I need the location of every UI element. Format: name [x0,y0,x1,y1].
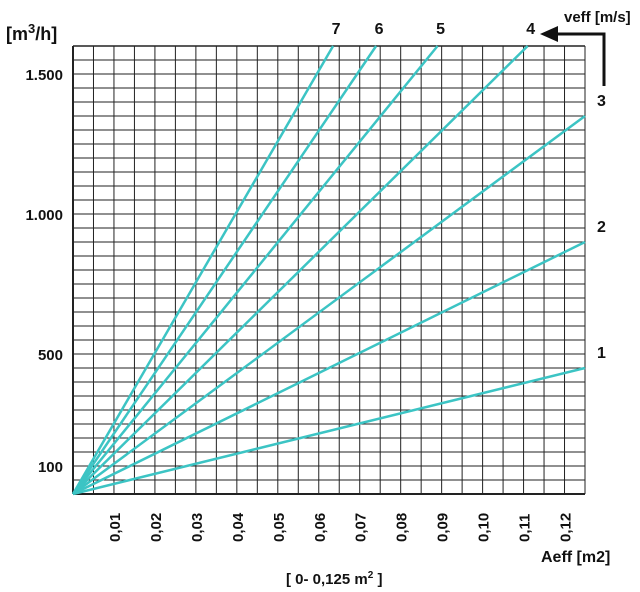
x-tick-label: 0,11 [517,514,534,542]
y-axis-label-sup: 3 [28,21,35,36]
series-line-3 [72,114,586,496]
series-line-6 [71,45,378,495]
y-tick-labels: 100 500 1.000 1.500 [25,67,63,476]
x-range-tail: ] [373,571,382,588]
y-axis-label-main: [m [6,24,28,44]
series-line-7 [71,45,335,495]
series-line-4 [72,45,529,495]
x-tick-label: 0,04 [230,512,247,542]
x-range-label: [ 0- 0,125 m2 ] [286,570,382,588]
series-labels: 1 2 3 4 5 6 7 [332,21,606,362]
series-lines [71,45,586,496]
x-tick-label: 0,02 [148,513,165,542]
x-tick-label: 0,05 [271,513,288,542]
x-tick-label: 0,01 [107,513,124,542]
series-label-6: 6 [375,21,384,38]
series-label-7: 7 [332,21,341,38]
x-range-sup: 2 [368,570,374,581]
y-tick-label: 500 [38,347,63,364]
x-tick-label: 0,08 [394,513,411,542]
series-title-label: veff [m/s] [564,9,631,26]
y-axis-label: [m3/h] [6,21,57,44]
series-label-1: 1 [597,345,606,362]
series-label-3: 3 [597,93,606,110]
y-axis-label-tail: /h] [35,24,57,44]
y-tick-label: 100 [38,459,63,476]
series-label-4: 4 [526,21,535,38]
y-tick-label: 1.000 [25,207,63,224]
x-tick-label: 0,07 [353,513,370,542]
x-tick-label: 0,03 [189,513,206,542]
velocity-arrow-icon [557,32,606,86]
grid [72,45,586,495]
series-label-2: 2 [597,219,606,236]
series-line-2 [72,240,586,496]
series-line-5 [72,45,439,495]
x-tick-labels: 0,01 0,02 0,03 0,04 0,05 0,06 0,07 0,08 0,09 0,10… [107,512,575,542]
x-tick-label: 0,12 [558,513,575,542]
x-tick-label: 0,09 [435,513,452,542]
x-tick-label: 0,10 [476,513,493,542]
x-axis-label: Aeff [m2] [541,549,610,566]
arrowhead-icon [540,26,558,42]
x-tick-label: 0,06 [312,513,329,542]
x-range-main: [ 0- 0,125 m [286,571,368,588]
series-label-5: 5 [436,21,445,38]
y-tick-label: 1.500 [25,67,63,84]
series-line-1 [72,366,586,496]
